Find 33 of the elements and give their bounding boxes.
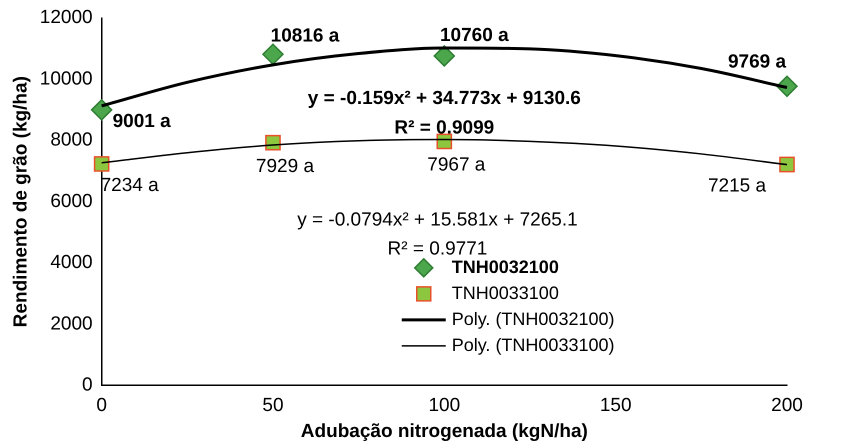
x-axis-title: Adubação nitrogenada (kgN/ha) — [300, 420, 588, 442]
legend-label: TNH0033100 — [452, 282, 559, 303]
data-label: 9769 a — [728, 52, 786, 73]
data-label: 10816 a — [270, 25, 340, 46]
x-tick-label: 50 — [262, 395, 284, 416]
x-tick-label: 150 — [600, 395, 632, 416]
x-tick-label: 100 — [428, 395, 460, 416]
y-tick-label: 4000 — [50, 252, 93, 274]
data-label: 7929 a — [256, 156, 314, 177]
legend-label: Poly. (TNH0032100) — [452, 308, 615, 329]
point — [262, 44, 284, 65]
point — [434, 45, 456, 67]
data-label: 7967 a — [427, 154, 486, 176]
x-tick-label: 200 — [771, 395, 803, 416]
y-tick-label: 10000 — [40, 68, 93, 90]
y-tick-label: 12000 — [40, 7, 93, 28]
y-axis-title: Rendimento de grão (kg/ha) — [10, 76, 32, 328]
point — [94, 156, 110, 172]
y-tick-label: 2000 — [50, 313, 93, 334]
annotation: R² = 0.9099 — [394, 117, 494, 138]
y-tick-label: 0 — [82, 374, 93, 396]
annotation: y = -0.159x² + 34.773x + 9130.6 — [308, 88, 581, 110]
point — [90, 99, 112, 121]
data-label: 9001 a — [112, 111, 172, 132]
data-label: 7215 a — [708, 176, 766, 197]
y-tick-label: 6000 — [50, 190, 93, 212]
point — [779, 156, 795, 172]
data-label: 10760 a — [440, 25, 510, 46]
data-label: 7234 a — [100, 175, 160, 196]
annotation: y = -0.0794x² + 15.581x + 7265.1 — [297, 209, 578, 230]
x-tick-label: 0 — [96, 395, 107, 416]
y-tick-label: 8000 — [50, 130, 93, 151]
legend-label: Poly. (TNH0033100) — [452, 334, 615, 355]
